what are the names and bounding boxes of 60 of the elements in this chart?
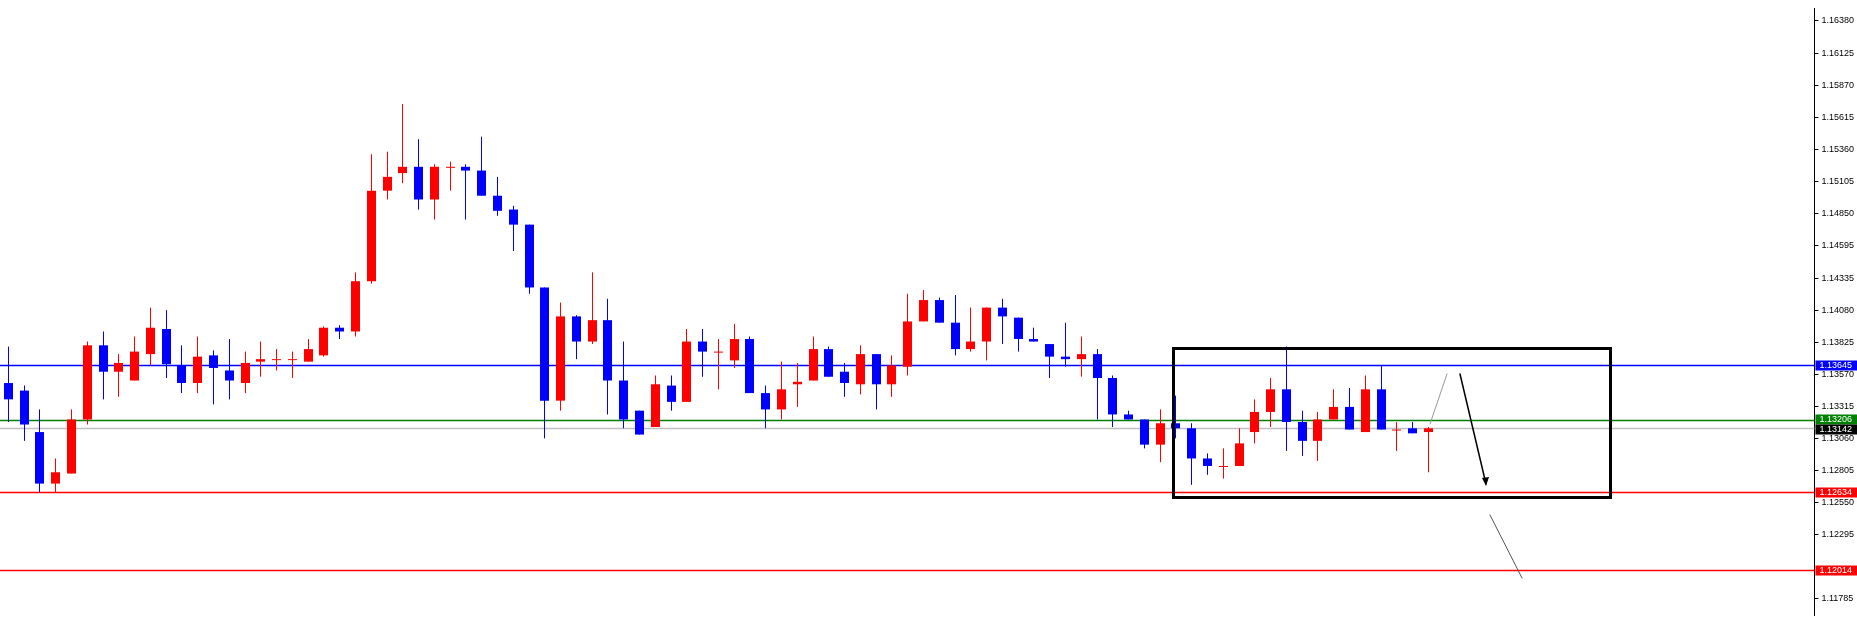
y-tick-label: 1.13825 bbox=[1821, 336, 1855, 347]
candlestick bbox=[1313, 411, 1322, 462]
ref-line-label: 1.13206 bbox=[1819, 413, 1853, 424]
candlestick bbox=[241, 351, 250, 394]
candlestick bbox=[288, 351, 297, 379]
candlestick bbox=[1345, 387, 1354, 431]
candlestick bbox=[1392, 421, 1401, 452]
candlestick bbox=[935, 297, 944, 324]
ref-line-label: 1.12634 bbox=[1819, 486, 1853, 497]
candlestick bbox=[588, 271, 597, 345]
candlestick bbox=[398, 103, 407, 184]
candlestick bbox=[383, 151, 392, 200]
y-tick-label: 1.16380 bbox=[1821, 15, 1855, 26]
y-tick-label: 1.14595 bbox=[1821, 239, 1855, 250]
candlestick bbox=[114, 353, 123, 398]
candlestick bbox=[304, 338, 313, 363]
candlestick bbox=[1156, 408, 1165, 463]
y-tick-label: 1.13315 bbox=[1821, 400, 1855, 411]
candlestick bbox=[256, 341, 265, 378]
candlestick bbox=[730, 323, 739, 369]
candlestick bbox=[667, 374, 676, 412]
y-tick-label: 1.15870 bbox=[1821, 79, 1855, 90]
candlestick bbox=[493, 176, 502, 217]
ref-line-label: 1.13142 bbox=[1819, 423, 1853, 434]
y-tick-label: 1.15105 bbox=[1821, 175, 1855, 186]
candlestick bbox=[1077, 336, 1086, 378]
y-tick-label: 1.13060 bbox=[1821, 432, 1855, 443]
candlestick bbox=[509, 205, 518, 252]
candlestick bbox=[1250, 398, 1259, 444]
y-tick-label: 1.14850 bbox=[1821, 207, 1855, 218]
y-tick-label: 1.15615 bbox=[1821, 111, 1855, 122]
candlestick bbox=[966, 307, 975, 353]
candlestick bbox=[446, 161, 455, 192]
y-tick-label: 1.14335 bbox=[1821, 272, 1855, 283]
candlestick bbox=[1329, 388, 1338, 420]
y-tick-label: 1.14080 bbox=[1821, 304, 1855, 315]
candlestick bbox=[1266, 377, 1275, 428]
candlestick bbox=[777, 361, 786, 420]
candlestick bbox=[1424, 426, 1433, 473]
candlestick bbox=[461, 163, 470, 221]
y-tick-label: 1.11785 bbox=[1821, 593, 1854, 604]
ref-line-label: 1.13645 bbox=[1819, 359, 1853, 370]
y-tick-label: 1.12550 bbox=[1821, 496, 1855, 507]
candlestick bbox=[714, 338, 723, 390]
candlestick bbox=[919, 289, 928, 322]
candlestick bbox=[998, 298, 1007, 345]
y-tick-label: 1.12295 bbox=[1821, 529, 1855, 539]
candlestick bbox=[1203, 452, 1212, 476]
candlestick bbox=[761, 385, 770, 429]
candlestick bbox=[887, 354, 896, 398]
candlestick bbox=[1014, 317, 1023, 353]
candlestick bbox=[272, 348, 281, 371]
candlestick bbox=[1219, 447, 1228, 480]
y-tick-label: 1.16125 bbox=[1821, 47, 1855, 58]
candlestick bbox=[1235, 427, 1244, 467]
y-tick-label: 1.13570 bbox=[1821, 368, 1855, 379]
y-tick-label: 1.15360 bbox=[1821, 143, 1855, 154]
candlestick bbox=[1298, 410, 1307, 457]
y-tick-label: 1.12805 bbox=[1821, 464, 1855, 475]
ref-line-label: 1.12014 bbox=[1819, 564, 1853, 575]
